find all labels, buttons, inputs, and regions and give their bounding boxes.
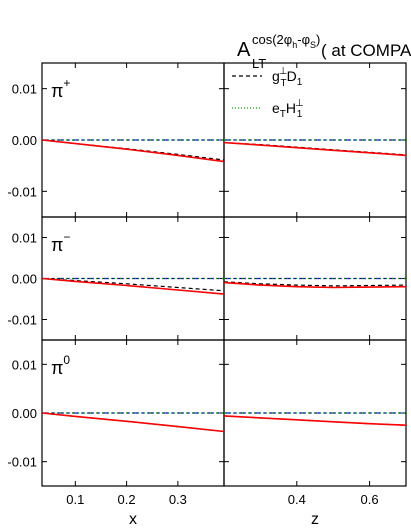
legend-h: H (286, 100, 296, 116)
svg-text:eTH⊥1: eTH⊥ 1 (272, 98, 304, 120)
ytick-label-0-2: -0.01 (7, 184, 37, 199)
hadron-symbol-1: π (51, 235, 63, 255)
ytick-label-1-0: 0.01 (12, 231, 37, 246)
ytick-label-2-2: -0.01 (7, 455, 37, 470)
ytick-label-2-0: 0.01 (12, 357, 37, 372)
xtick-label-z-0: 0.4 (288, 492, 306, 507)
xtick-label-z-1: 0.6 (361, 492, 379, 507)
title-tail: ( at COMPASS (321, 41, 411, 60)
legend-d-sub: 1 (297, 77, 303, 88)
hadron-charge-2: 0 (63, 353, 70, 367)
series-total-0-z (223, 141, 407, 157)
xtick-label-x-0: 0.1 (66, 492, 84, 507)
svg-text:g⊥TD1: g⊥ TD1 (272, 66, 303, 89)
chart-title: A LT cos(2φh-φS) ( at COMPASS (237, 32, 411, 71)
ytick-label-1-2: -0.01 (7, 313, 37, 328)
legend-g-sup: ⊥ (279, 66, 288, 77)
series-total-2-x (41, 412, 225, 433)
hadron-label-2: π0 (51, 353, 70, 378)
legend-g: g (272, 68, 280, 84)
title-main: A (237, 39, 251, 61)
series-total-1-z (223, 281, 407, 289)
legend: g⊥ TD1 eTH⊥ 1 (232, 66, 304, 120)
ytick-label-1-1: 0.00 (12, 272, 37, 287)
svg-text:cos(2φh-φS): cos(2φh-φS) (252, 32, 320, 50)
series-total-1-x (41, 277, 225, 295)
legend-d: D (287, 68, 297, 84)
series-total-0-x (41, 139, 225, 163)
xtick-label-x-1: 0.2 (118, 492, 136, 507)
title-sup-s: S (310, 40, 316, 50)
title-sup-end: ) (316, 32, 320, 47)
title-sup-h: h (292, 40, 297, 50)
ytick-label-0-1: 0.00 (12, 133, 37, 148)
series-g-d-1-z (223, 281, 407, 287)
legend-h-sup: ⊥ (295, 98, 304, 109)
hadron-charge-1: − (63, 230, 70, 244)
legend-e-sub: T (280, 109, 286, 120)
panels-layer: 0.010.00-0.01π+0.010.00-0.01π−0.010.00-0… (7, 62, 407, 528)
legend-e: e (272, 100, 280, 116)
ytick-label-2-1: 0.00 (12, 406, 37, 421)
ytick-label-0-0: 0.01 (12, 82, 37, 97)
hadron-label-1: π− (51, 230, 70, 255)
axis-label-z: z (311, 511, 319, 528)
legend-h-sub: 1 (297, 109, 303, 120)
title-sup-mid: -φ (297, 32, 310, 47)
title-sup: cos(2φ (252, 32, 292, 47)
series-total-2-z (223, 415, 407, 426)
axis-label-x: x (129, 511, 137, 528)
svg-text:( at COMPASS: ( at COMPASS (321, 41, 411, 60)
hadron-charge-0: + (63, 76, 70, 90)
hadron-symbol-2: π (51, 358, 63, 378)
legend-g-sub: T (281, 78, 287, 89)
svg-text:A: A (237, 39, 251, 61)
hadron-label-0: π+ (51, 76, 70, 101)
xtick-label-x-2: 0.3 (169, 492, 187, 507)
hadron-symbol-0: π (51, 81, 63, 101)
